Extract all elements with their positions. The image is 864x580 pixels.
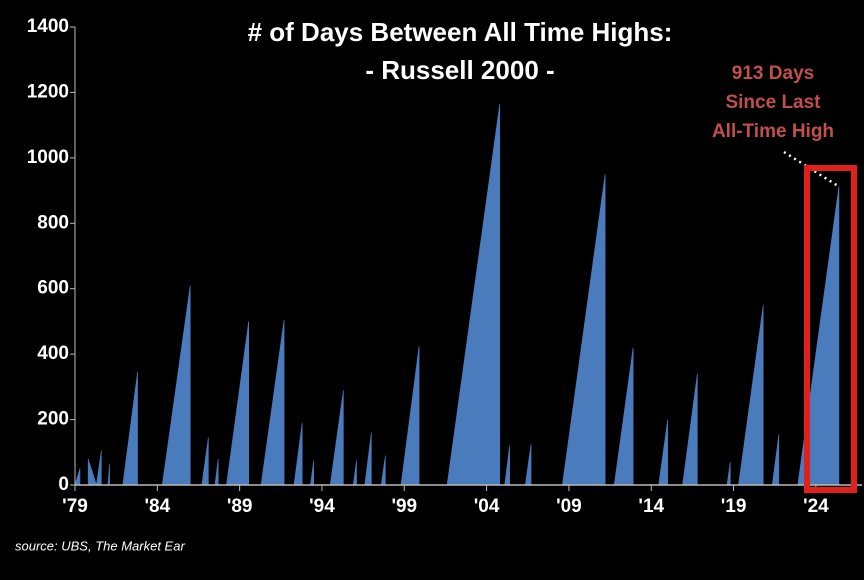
x-tick-label: '14 [638, 496, 664, 517]
x-tick-label: '94 [309, 496, 335, 517]
y-tick-label: 400 [37, 343, 69, 364]
x-tick-label: '19 [721, 496, 747, 517]
source-note: source: UBS, The Market Ear [15, 538, 185, 553]
annotation: Since Last [725, 92, 821, 113]
highlight-box [804, 165, 857, 493]
y-tick-label: 200 [37, 409, 69, 430]
y-tick-label: 1200 [27, 81, 69, 102]
y-tick-label: 600 [37, 278, 69, 299]
annotation: All-Time High [712, 121, 834, 142]
y-tick-label: 1400 [27, 16, 69, 37]
x-tick-label: '99 [391, 496, 417, 517]
x-tick-label: '84 [144, 496, 170, 517]
y-tick-label: 1000 [27, 147, 69, 168]
x-tick-label: '24 [803, 496, 829, 517]
chart-title: # of Days Between All Time Highs: [248, 17, 673, 47]
annotation: 913 Days [732, 63, 814, 84]
y-tick-label: 0 [58, 474, 69, 495]
x-tick-label: '09 [556, 496, 582, 517]
y-tick-label: 800 [37, 212, 69, 233]
x-tick-label: '89 [227, 496, 253, 517]
chart-subtitle: - Russell 2000 - [365, 55, 554, 85]
x-tick-label: '04 [474, 496, 500, 517]
plot-area: 0 200 400 600 800 1000 1200 1400 '79 '84 '89 '94 '99… [27, 16, 862, 517]
x-tick-label: '79 [62, 496, 88, 517]
